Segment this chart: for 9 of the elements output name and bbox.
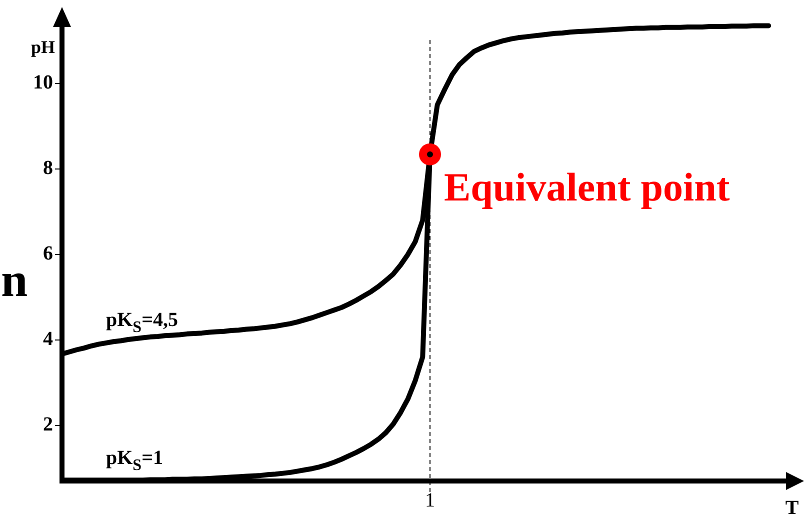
y-tick-label: 6 <box>43 242 53 265</box>
y-tick-label: 2 <box>43 414 53 436</box>
annotation: Equivalent point <box>444 164 730 210</box>
y-tick-label: 8 <box>43 157 53 180</box>
y-tick-label: 4 <box>43 328 53 350</box>
text: n <box>1 254 28 307</box>
y-tick-label: 10 <box>33 72 53 94</box>
x-axis-title: T <box>785 497 800 519</box>
y-axis-title: pH <box>30 37 55 57</box>
